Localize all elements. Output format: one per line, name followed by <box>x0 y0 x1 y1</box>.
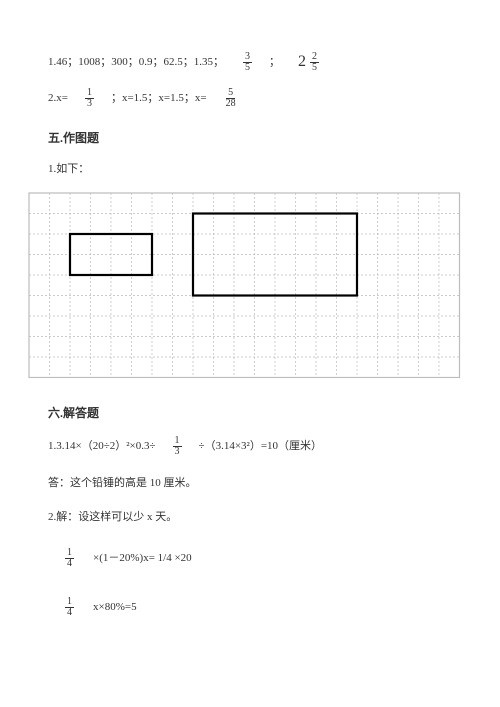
grid-figure <box>28 192 468 384</box>
section-5-title: 五.作图题 <box>48 129 452 147</box>
fraction: 5 28 <box>224 88 238 109</box>
section-6-title: 六.解答题 <box>48 404 452 422</box>
fraction: 1 4 <box>65 597 74 618</box>
text: x×80%=5 <box>93 599 137 616</box>
grid-svg <box>28 192 461 379</box>
fraction: 1 3 <box>173 436 182 457</box>
text: ×(1－20%)x= 1/4 ×20 <box>93 550 192 567</box>
text: ；x=1.5；x=1.5；x= <box>111 90 207 107</box>
fraction: 1 3 <box>85 88 94 109</box>
q6-answer-1: 答：这个铅锤的高是 10 厘米。 <box>48 475 452 492</box>
fraction: 1 4 <box>65 548 74 569</box>
text: ÷（3.14×3²）=10（厘米） <box>199 438 323 455</box>
q6-item-1: 1.3.14×（20÷2）²×0.3÷ 1 3 ÷（3.14×3²）=10（厘米… <box>48 436 452 457</box>
mixed-number: 2 2 5 <box>298 50 322 74</box>
fraction: 2 5 <box>310 52 319 73</box>
text: 2.x= <box>48 90 68 107</box>
item-1-label: 1.如下： <box>48 161 452 178</box>
answer-line-1: 1.46；1008；300；0.9；62.5；1.35； 3 5 ； 2 2 5 <box>48 50 452 74</box>
q6-equation-2: 1 4 x×80%=5 <box>62 597 452 618</box>
q6-equation-1: 1 4 ×(1－20%)x= 1/4 ×20 <box>62 548 452 569</box>
q6-item-2: 2.解：设这样可以少 x 天。 <box>48 509 452 526</box>
answer-line-2: 2.x= 1 3 ；x=1.5；x=1.5；x= 5 28 <box>48 88 452 109</box>
separator: ； <box>269 54 280 71</box>
fraction: 3 5 <box>243 52 252 73</box>
text: 1.3.14×（20÷2）²×0.3÷ <box>48 438 156 455</box>
text: 1.46；1008；300；0.9；62.5；1.35； <box>48 54 224 71</box>
